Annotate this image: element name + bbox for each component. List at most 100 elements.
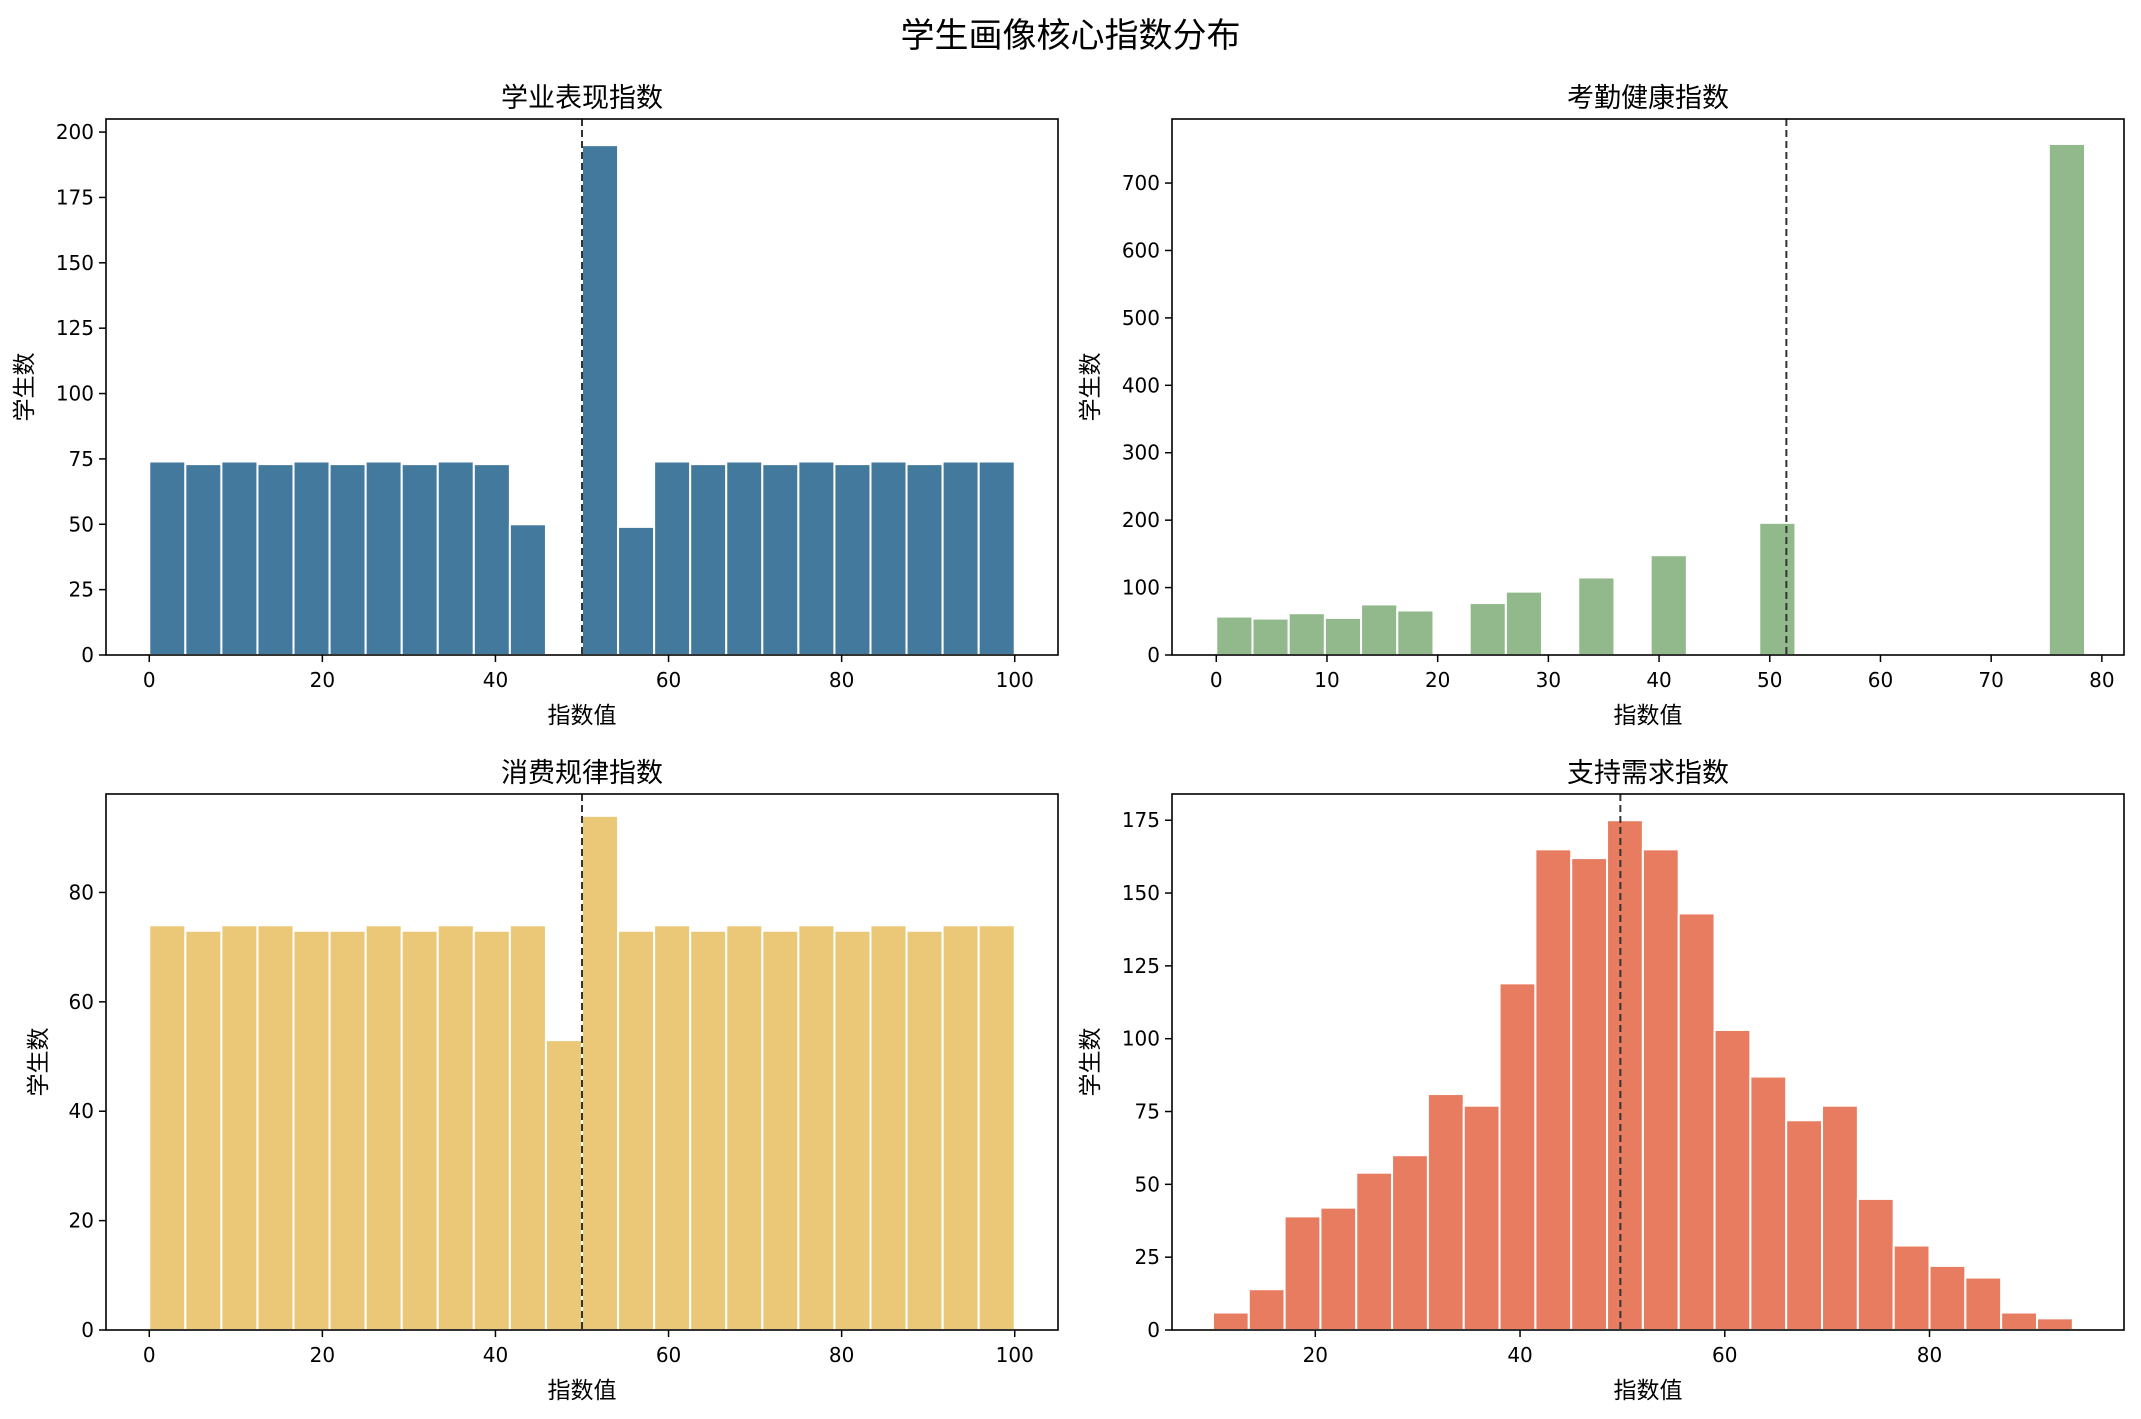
- histogram-bar: [689, 463, 728, 656]
- x-tick-label: 60: [656, 1343, 681, 1367]
- histogram-bar: [2000, 1311, 2038, 1331]
- histogram-bar: [1892, 1244, 1931, 1331]
- histogram-bar: [436, 460, 475, 656]
- histogram-bar: [544, 1039, 584, 1331]
- histogram-bar: [797, 460, 836, 656]
- y-tick-label: 0: [81, 643, 94, 667]
- x-tick-label: 20: [310, 668, 335, 692]
- y-tick-label: 700: [1122, 171, 1160, 195]
- histogram-bar: [184, 463, 223, 656]
- y-tick-label: 500: [1122, 306, 1160, 330]
- y-tick-label: 200: [56, 120, 94, 144]
- y-tick-label: 300: [1122, 441, 1160, 465]
- histogram-bar: [1641, 848, 1680, 1331]
- y-tick-label: 0: [1147, 643, 1160, 667]
- x-axis-label: 指数值: [548, 703, 617, 729]
- x-tick-label: 60: [656, 668, 681, 692]
- histogram-bar: [1391, 1154, 1429, 1332]
- y-axis-label: 学生数: [1078, 1028, 1104, 1097]
- histogram-bar: [220, 460, 259, 656]
- histogram-bar: [1319, 1206, 1358, 1332]
- y-tick-label: 200: [1122, 508, 1160, 532]
- y-axis-label: 学生数: [12, 353, 38, 422]
- y-tick-label: 150: [56, 251, 94, 275]
- y-axis-label: 学生数: [1078, 353, 1104, 422]
- y-tick-label: 25: [1135, 1245, 1160, 1269]
- y-tick-label: 50: [69, 512, 94, 536]
- y-tick-label: 100: [1122, 576, 1160, 600]
- histogram-bar: [184, 929, 223, 1331]
- histogram-bar: [256, 924, 295, 1331]
- histogram-bar: [869, 924, 908, 1331]
- histogram-bar: [1211, 1311, 1250, 1331]
- histogram-bar: [220, 924, 259, 1331]
- subplot-attendance: 0 10 20 30 40 50 60 70 80 0 100 200 300 400 500 600 700 考…: [1078, 83, 2125, 729]
- x-tick-label: 20: [1425, 668, 1450, 692]
- y-axis-label: 学生数: [26, 1028, 52, 1097]
- histogram-bar: [1251, 617, 1290, 657]
- subplot-title: 消费规律指数: [501, 758, 663, 789]
- histogram-bar: [1570, 857, 1609, 1332]
- histogram-bar: [833, 463, 872, 656]
- y-tick-label: 75: [1135, 1100, 1160, 1124]
- y-tick-label: 50: [1135, 1172, 1160, 1196]
- histogram-bar: [292, 929, 331, 1331]
- histogram-bar: [1713, 1028, 1752, 1332]
- histogram-bar: [761, 463, 800, 656]
- histogram-bar: [472, 929, 511, 1331]
- histogram-bar: [1749, 1075, 1788, 1331]
- histogram-bar: [653, 460, 692, 656]
- histogram-bar: [1355, 1171, 1394, 1332]
- y-tick-label: 25: [69, 578, 94, 602]
- x-tick-label: 40: [1507, 1343, 1532, 1367]
- x-tick-label: 100: [996, 1343, 1034, 1367]
- histogram-bar: [292, 460, 331, 656]
- y-tick-label: 60: [69, 990, 94, 1014]
- histogram-bar: [1821, 1104, 1859, 1332]
- histogram-bar: [1426, 1093, 1465, 1331]
- y-tick-label: 600: [1122, 238, 1160, 262]
- histogram-bar: [256, 463, 295, 656]
- subplot-title: 学业表现指数: [501, 83, 663, 114]
- y-tick-label: 125: [56, 316, 94, 340]
- histogram-bar: [1287, 612, 1326, 656]
- subplot-title: 支持需求指数: [1567, 758, 1729, 789]
- x-tick-label: 70: [1978, 668, 2003, 692]
- histogram-bar: [761, 929, 800, 1331]
- histogram-bar: [1785, 1119, 1824, 1331]
- histogram-bar: [1247, 1288, 1286, 1332]
- x-tick-label: 0: [1210, 668, 1223, 692]
- histogram-bar: [328, 463, 367, 656]
- histogram-bar: [905, 929, 944, 1331]
- x-tick-label: 50: [1757, 668, 1782, 692]
- x-tick-label: 20: [310, 1343, 335, 1367]
- histogram-bar: [1396, 609, 1435, 657]
- y-tick-label: 80: [69, 880, 94, 904]
- histogram-bar: [1677, 912, 1716, 1331]
- histogram-bar: [869, 460, 908, 656]
- x-tick-label: 0: [143, 668, 156, 692]
- histogram-bar: [1215, 615, 1254, 657]
- y-tick-label: 100: [56, 382, 94, 406]
- x-tick-label: 100: [996, 668, 1034, 692]
- histogram-bar: [1360, 603, 1399, 656]
- axes-frame: [1171, 793, 2125, 1331]
- x-tick-label: 60: [1712, 1343, 1737, 1367]
- y-tick-label: 75: [69, 447, 94, 471]
- axes-frame: [1171, 118, 2125, 656]
- histogram-bar: [581, 814, 620, 1331]
- x-tick-label: 80: [829, 1343, 854, 1367]
- histogram-bar: [1534, 848, 1573, 1331]
- histogram-bar: [725, 924, 764, 1331]
- histogram-bar: [1649, 554, 1688, 657]
- y-tick-label: 20: [69, 1209, 94, 1233]
- x-tick-label: 80: [829, 668, 854, 692]
- subplot-title: 考勤健康指数: [1567, 83, 1729, 114]
- x-tick-label: 40: [483, 668, 508, 692]
- y-tick-label: 0: [81, 1318, 94, 1342]
- histogram-bar: [148, 460, 187, 656]
- histogram-bar: [364, 460, 403, 656]
- histogram-bar: [508, 523, 547, 657]
- x-tick-label: 40: [1646, 668, 1671, 692]
